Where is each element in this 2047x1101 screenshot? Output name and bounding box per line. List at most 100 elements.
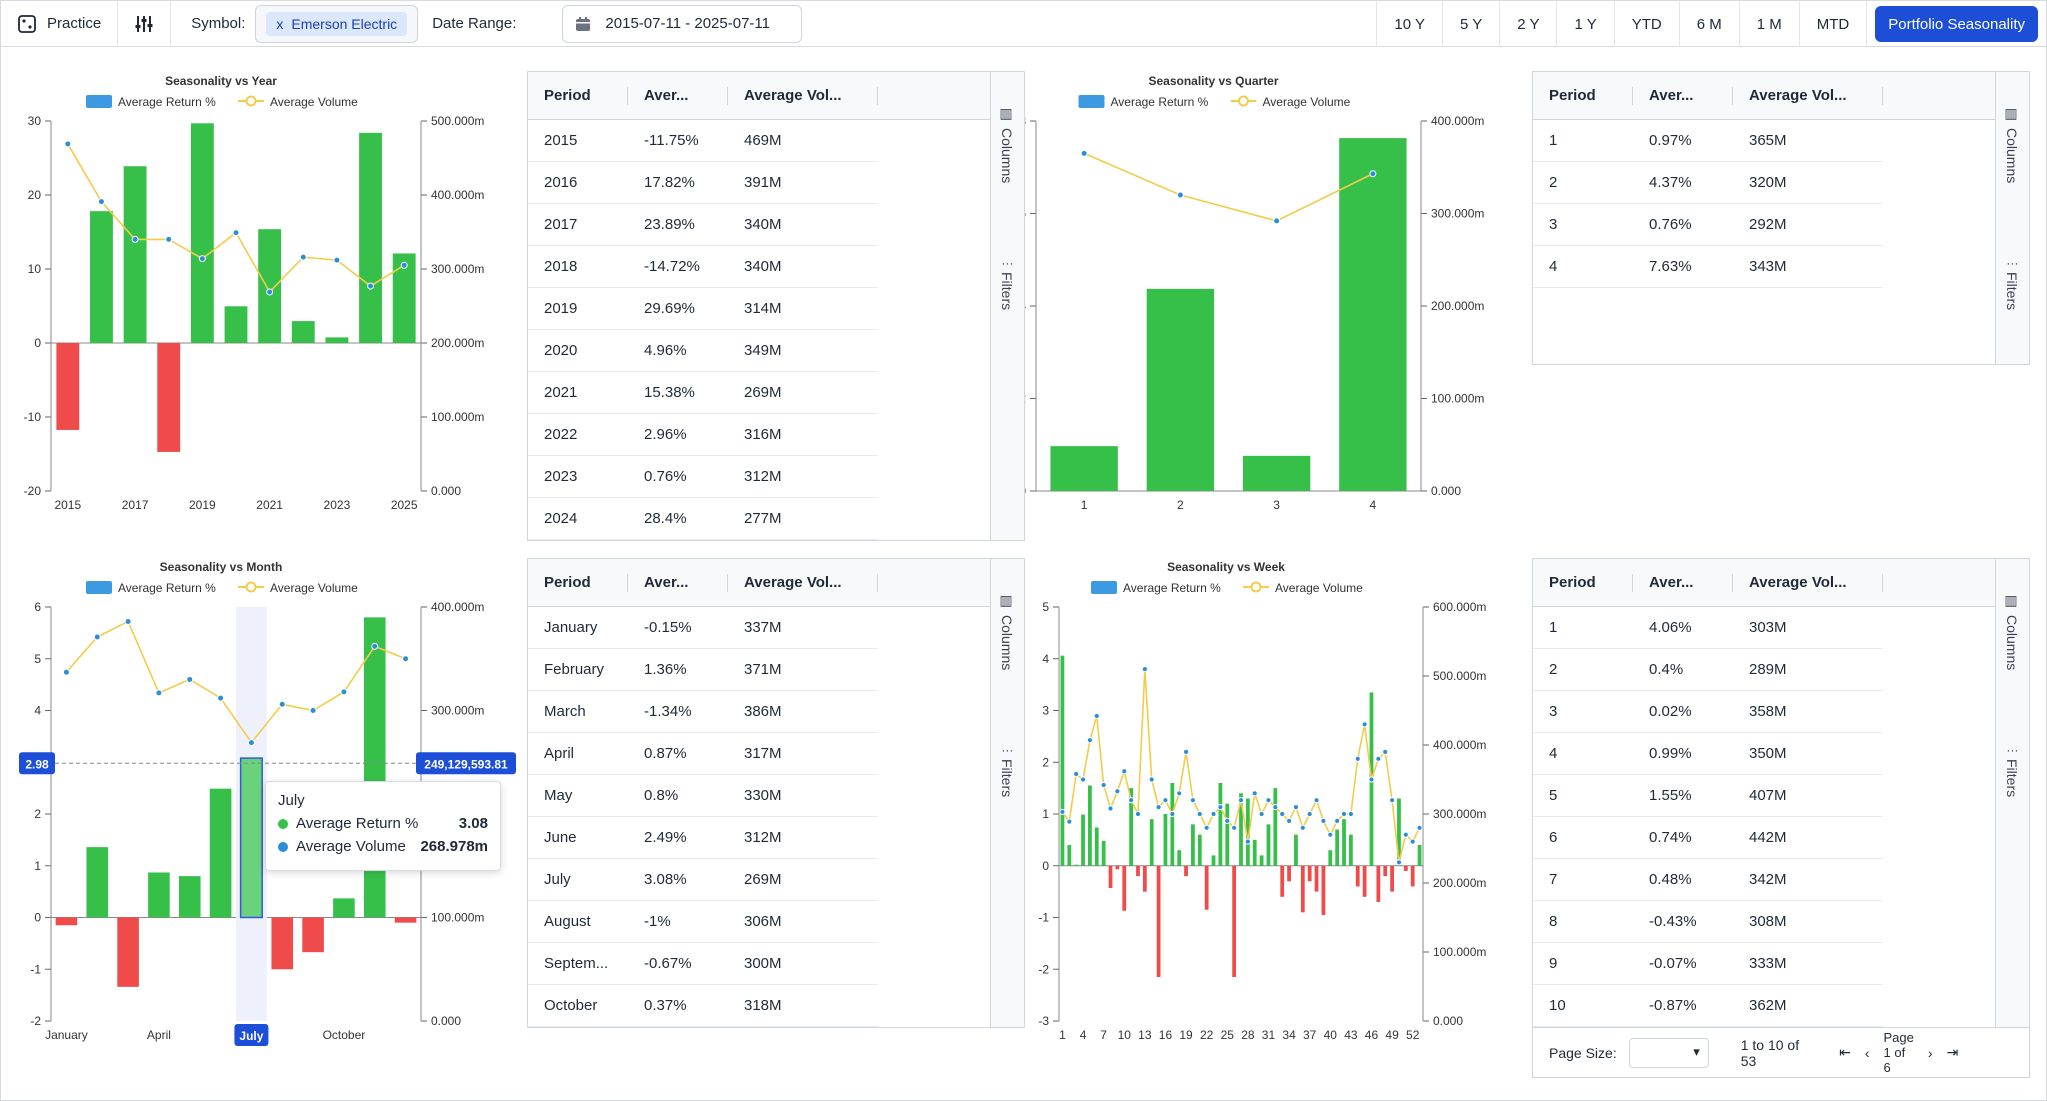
table-row[interactable]: 2017 23.89% 340M: [528, 204, 878, 246]
bar-21[interactable]: [1197, 834, 1202, 866]
bar-45[interactable]: [1362, 865, 1367, 897]
bar-2[interactable]: [1146, 288, 1215, 491]
bar-11[interactable]: [1129, 788, 1134, 866]
table-row[interactable]: 2019 29.69% 314M: [528, 288, 878, 330]
bar-2023[interactable]: [325, 337, 349, 343]
filters-tool-button[interactable]: ⫶ Filters: [2004, 262, 2020, 310]
bar-47[interactable]: [1376, 865, 1381, 902]
bar-18[interactable]: [1177, 850, 1182, 866]
volume-point-May[interactable]: [186, 675, 194, 683]
bar-5[interactable]: [1088, 785, 1092, 866]
bar-4[interactable]: [1081, 814, 1085, 866]
bar-February[interactable]: [86, 847, 109, 918]
volume-point-32[interactable]: [1272, 804, 1279, 811]
volume-point-49[interactable]: [1388, 797, 1396, 804]
volume-point-5[interactable]: [1086, 737, 1094, 744]
volume-point-53[interactable]: [1416, 824, 1423, 831]
volume-point-38[interactable]: [1313, 797, 1320, 804]
column-header-average-volume[interactable]: Average Vol...: [728, 72, 878, 120]
table-row[interactable]: 2022 2.96% 316M: [528, 414, 878, 456]
volume-point-50[interactable]: [1395, 859, 1403, 866]
column-header-average-volume[interactable]: Average Vol...: [1733, 72, 1883, 120]
volume-point-13[interactable]: [1141, 666, 1148, 673]
bar-March[interactable]: [117, 917, 139, 987]
volume-point-11[interactable]: [1128, 797, 1135, 804]
volume-point-23[interactable]: [1210, 810, 1217, 818]
bar-25[interactable]: [1225, 803, 1230, 866]
column-header-average-return[interactable]: Aver...: [628, 72, 728, 120]
bar-13[interactable]: [1142, 865, 1147, 892]
volume-point-January[interactable]: [62, 668, 70, 676]
volume-point-2018[interactable]: [165, 235, 173, 243]
bar-37[interactable]: [1307, 865, 1312, 882]
bar-August[interactable]: [271, 917, 294, 970]
bar-8[interactable]: [1108, 865, 1113, 889]
range-10y-button[interactable]: 10 Y: [1376, 1, 1442, 47]
bar-December[interactable]: [394, 917, 417, 923]
columns-tool-button[interactable]: ▥ Columns: [999, 106, 1015, 183]
volume-point-1[interactable]: [1080, 149, 1088, 157]
volume-point-24[interactable]: [1217, 804, 1224, 811]
bar-1[interactable]: [1050, 446, 1118, 491]
table-row[interactable]: 8 -0.43% 308M: [1533, 901, 1883, 943]
range-1m-button[interactable]: 1 M: [1738, 1, 1799, 47]
bar-2015[interactable]: [56, 343, 80, 430]
volume-point-28[interactable]: [1244, 838, 1251, 845]
bar-2025[interactable]: [392, 253, 416, 343]
volume-point-35[interactable]: [1292, 804, 1300, 811]
range-2y-button[interactable]: 2 Y: [1499, 1, 1556, 47]
table-row[interactable]: 2021 15.38% 269M: [528, 372, 878, 414]
bar-22[interactable]: [1204, 865, 1209, 910]
bar-May[interactable]: [178, 876, 201, 918]
bar-31[interactable]: [1266, 824, 1271, 866]
volume-point-2020[interactable]: [232, 229, 240, 237]
table-row[interactable]: January -0.15% 337M: [528, 607, 878, 649]
table-row[interactable]: March -1.34% 386M: [528, 691, 878, 733]
symbol-chip[interactable]: x Emerson Electric: [266, 11, 408, 36]
volume-point-6[interactable]: [1093, 712, 1100, 720]
bar-June[interactable]: [209, 788, 232, 918]
range-mtd-button[interactable]: MTD: [1798, 1, 1867, 47]
bar-17[interactable]: [1170, 782, 1175, 866]
volume-point-9[interactable]: [1114, 788, 1121, 795]
table-row[interactable]: 3 0.02% 358M: [1533, 691, 1883, 733]
volume-point-December[interactable]: [402, 655, 410, 663]
volume-point-45[interactable]: [1361, 721, 1368, 728]
bar-40[interactable]: [1328, 850, 1333, 866]
filters-tool-button[interactable]: ⫶ Filters: [999, 262, 1015, 310]
bar-51[interactable]: [1403, 865, 1408, 871]
portfolio-seasonality-button[interactable]: Portfolio Seasonality: [1875, 6, 2038, 42]
column-header-average-return[interactable]: Aver...: [628, 559, 728, 607]
volume-point-43[interactable]: [1347, 810, 1354, 818]
volume-point-3[interactable]: [1273, 217, 1281, 225]
volume-point-4[interactable]: [1079, 776, 1087, 783]
table-row[interactable]: 2020 4.96% 349M: [528, 330, 878, 372]
bar-24[interactable]: [1218, 782, 1223, 866]
volume-point-26[interactable]: [1231, 824, 1238, 831]
table-row[interactable]: 1 4.06% 303M: [1533, 607, 1883, 649]
volume-point-20[interactable]: [1189, 797, 1197, 804]
volume-point-52[interactable]: [1409, 838, 1416, 845]
volume-point-2024[interactable]: [367, 282, 375, 290]
volume-point-September[interactable]: [309, 707, 317, 714]
volume-point-2023[interactable]: [333, 256, 341, 264]
volume-point-27[interactable]: [1237, 797, 1245, 804]
volume-point-25[interactable]: [1224, 817, 1231, 824]
bar-2[interactable]: [1067, 845, 1072, 866]
bar-November[interactable]: [363, 617, 386, 918]
volume-point-7[interactable]: [1100, 781, 1107, 789]
volume-point-30[interactable]: [1258, 810, 1265, 818]
volume-point-8[interactable]: [1107, 805, 1114, 812]
bar-2019[interactable]: [190, 123, 214, 343]
bar-July[interactable]: [239, 757, 263, 919]
table-row[interactable]: 2024 28.4% 277M: [528, 498, 878, 540]
volume-point-22[interactable]: [1203, 824, 1210, 831]
symbol-select[interactable]: x Emerson Electric: [255, 4, 419, 43]
volume-point-12[interactable]: [1134, 810, 1142, 818]
volume-point-40[interactable]: [1327, 831, 1334, 838]
volume-point-34[interactable]: [1285, 817, 1293, 824]
volume-point-October[interactable]: [340, 688, 348, 696]
bar-50[interactable]: [1397, 798, 1401, 866]
bar-44[interactable]: [1355, 865, 1360, 887]
chip-remove-icon[interactable]: x: [276, 15, 284, 32]
